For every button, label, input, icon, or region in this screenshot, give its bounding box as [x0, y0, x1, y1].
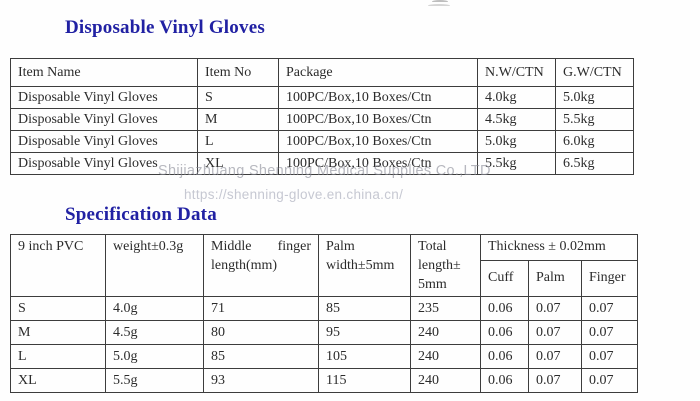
- cell-finger-length: 71: [203, 296, 319, 321]
- cell-thickness-palm: 0.07: [528, 296, 582, 321]
- column-header-total-length: Total length± 5mm: [410, 234, 481, 297]
- cell-item-no: M: [197, 108, 279, 131]
- cell-gw: 5.0kg: [555, 86, 634, 109]
- cell-palm-width: 95: [318, 320, 411, 345]
- table-row: M 4.5g 80 95 240 0.06 0.07 0.07: [10, 320, 639, 345]
- column-header-nw-ctn: N.W/CTN: [477, 58, 556, 87]
- column-header-thickness: Thickness ± 0.02mm: [479, 234, 639, 261]
- cell-thickness-finger: 0.07: [580, 344, 639, 369]
- cell-nw: 5.0kg: [477, 130, 556, 153]
- cell-size: M: [10, 320, 106, 345]
- column-header-package: Package: [278, 58, 478, 87]
- cell-finger-length: 85: [203, 344, 319, 369]
- column-header-size: 9 inch PVC: [10, 234, 106, 297]
- cell-item-name: Disposable Vinyl Gloves: [10, 130, 198, 153]
- cell-nw: 5.5kg: [477, 152, 556, 175]
- spec-table-header-row-1: 9 inch PVC weight±0.3g Middle finger len…: [10, 234, 639, 297]
- cell-size: XL: [10, 368, 106, 393]
- cell-thickness-finger: 0.07: [580, 296, 639, 321]
- cell-thickness-cuff: 0.06: [480, 320, 529, 345]
- column-header-item-no: Item No: [197, 58, 279, 87]
- specification-table: 9 inch PVC weight±0.3g Middle finger len…: [10, 234, 639, 393]
- table-row: Disposable Vinyl Gloves S 100PC/Box,10 B…: [10, 86, 634, 109]
- table-row: Disposable Vinyl Gloves XL 100PC/Box,10 …: [10, 152, 634, 175]
- table-row: Disposable Vinyl Gloves L 100PC/Box,10 B…: [10, 130, 634, 153]
- cell-thickness-cuff: 0.06: [480, 344, 529, 369]
- cell-package: 100PC/Box,10 Boxes/Ctn: [278, 130, 478, 153]
- cell-palm-width: 115: [318, 368, 411, 393]
- cell-thickness-cuff: 0.06: [480, 296, 529, 321]
- column-header-gw-ctn: G.W/CTN: [555, 58, 634, 87]
- gloves-table-header-row: Item Name Item No Package N.W/CTN G.W/CT…: [10, 58, 634, 87]
- column-header-palm-width: Palm width±5mm: [318, 234, 411, 297]
- cell-total-length: 240: [410, 344, 481, 369]
- cell-gw: 6.5kg: [555, 152, 634, 175]
- website-watermark-text: https://shenning-glove.en.china.cn/: [184, 187, 404, 202]
- cell-total-length: 235: [410, 296, 481, 321]
- cell-nw: 4.5kg: [477, 108, 556, 131]
- cell-finger-length: 80: [203, 320, 319, 345]
- cell-item-name: Disposable Vinyl Gloves: [10, 86, 198, 109]
- column-header-middle-finger-length: Middle finger length(mm): [203, 234, 319, 297]
- cell-package: 100PC/Box,10 Boxes/Ctn: [278, 86, 478, 109]
- table-row: XL 5.5g 93 115 240 0.06 0.07 0.07: [10, 368, 639, 393]
- cell-palm-width: 105: [318, 344, 411, 369]
- cell-gw: 5.5kg: [555, 108, 634, 131]
- cell-item-no: S: [197, 86, 279, 109]
- table-row: S 4.0g 71 85 235 0.06 0.07 0.07: [10, 296, 639, 321]
- cell-weight: 4.5g: [105, 320, 204, 345]
- cell-total-length: 240: [410, 368, 481, 393]
- cell-finger-length: 93: [203, 368, 319, 393]
- cell-item-no: L: [197, 130, 279, 153]
- cell-item-no: XL: [197, 152, 279, 175]
- cell-package: 100PC/Box,10 Boxes/Ctn: [278, 152, 478, 175]
- spec-table-header-row-2: Cuff Palm Finger: [11, 260, 639, 297]
- cell-thickness-finger: 0.07: [580, 320, 639, 345]
- cell-thickness-palm: 0.07: [528, 344, 582, 369]
- column-header-thickness-finger: Finger: [580, 260, 639, 297]
- column-header-item-name: Item Name: [10, 58, 198, 87]
- cell-nw: 4.0kg: [477, 86, 556, 109]
- cell-thickness-cuff: 0.06: [480, 368, 529, 393]
- column-header-weight: weight±0.3g: [105, 234, 204, 297]
- cell-thickness-finger: 0.07: [580, 368, 639, 393]
- table-row: Disposable Vinyl Gloves M 100PC/Box,10 B…: [10, 108, 634, 131]
- cell-size: L: [10, 344, 106, 369]
- gloves-packing-table: Item Name Item No Package N.W/CTN G.W/CT…: [10, 58, 634, 175]
- cell-item-name: Disposable Vinyl Gloves: [10, 108, 198, 131]
- cell-weight: 5.0g: [105, 344, 204, 369]
- cell-item-name: Disposable Vinyl Gloves: [10, 152, 198, 175]
- cell-size: S: [10, 296, 106, 321]
- column-header-thickness-cuff: Cuff: [480, 260, 529, 297]
- cutoff-text-fragment: [428, 0, 452, 7]
- cell-weight: 5.5g: [105, 368, 204, 393]
- specification-section-title: Specification Data: [65, 204, 217, 225]
- cell-weight: 4.0g: [105, 296, 204, 321]
- cell-gw: 6.0kg: [555, 130, 634, 153]
- table-row: L 5.0g 85 105 240 0.06 0.07 0.07: [10, 344, 639, 369]
- column-header-thickness-palm: Palm: [528, 260, 582, 297]
- cell-thickness-palm: 0.07: [528, 368, 582, 393]
- cell-palm-width: 85: [318, 296, 411, 321]
- cell-total-length: 240: [410, 320, 481, 345]
- cell-thickness-palm: 0.07: [528, 320, 582, 345]
- gloves-section-title: Disposable Vinyl Gloves: [65, 17, 265, 38]
- cell-package: 100PC/Box,10 Boxes/Ctn: [278, 108, 478, 131]
